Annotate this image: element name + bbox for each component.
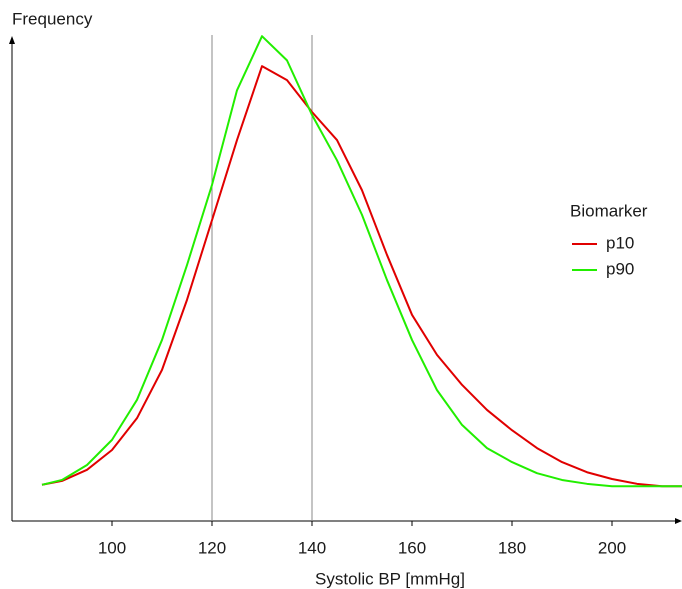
legend-label: p90 (606, 259, 634, 278)
x-tick-label: 140 (298, 538, 326, 557)
y-axis-arrow (9, 36, 15, 44)
x-tick-label: 200 (598, 538, 626, 557)
line-series (41, 35, 682, 488)
legend-title: Biomarker (570, 201, 648, 220)
x-tick-label: 160 (398, 538, 426, 557)
legend-label: p10 (606, 233, 634, 252)
line-series (41, 65, 682, 488)
x-axis-arrow (675, 518, 682, 524)
x-axis-label: Systolic BP [mmHg] (315, 569, 465, 588)
x-tick-label: 180 (498, 538, 526, 557)
x-tick-label: 100 (98, 538, 126, 557)
y-axis-label: Frequency (12, 9, 93, 28)
x-tick-label: 120 (198, 538, 226, 557)
